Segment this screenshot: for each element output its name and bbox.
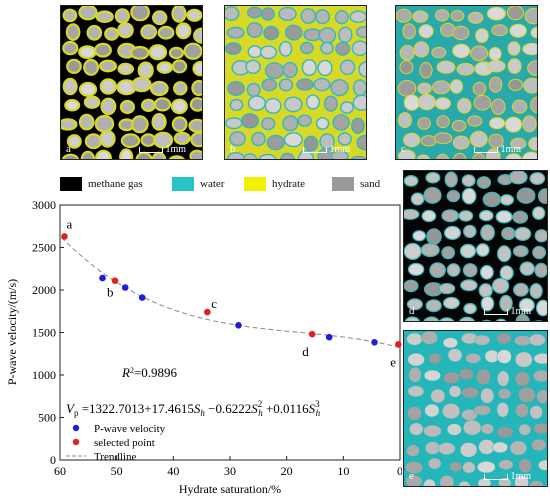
legend-label: water [200,178,225,190]
legend-sand: sand [332,177,380,191]
phase-legend: methane gas water hydrate sand [60,175,403,195]
x-tick-label: 30 [224,464,236,478]
micro-image-a: a 1mm [60,5,203,160]
point-label-b: b [107,285,114,300]
trendline [59,235,401,349]
point-label-e: e [390,354,396,369]
r2-annotation: R2=0.9896 [121,365,178,380]
chart-legend: P-wave velocity selected point Trendline [66,423,166,463]
tile-letter: c [401,143,406,155]
pwave-point [371,339,378,346]
pwave-point [235,322,242,329]
velocity-chart: 0 500 1000 1500 2000 2500 3000 60 50 40 30 20 10 0 P… [5,198,402,496]
micro-image-b: b 1mm [224,5,367,160]
grain-pattern-image [225,6,366,159]
x-tick-label: 0 [397,464,402,478]
pwave-point [325,333,333,341]
scale-bar: 1mm [303,144,350,155]
legend-marker-pwave [72,424,80,432]
tile-letter: d [409,305,415,317]
point-label-c: c [211,296,217,311]
y-tick-label: 1000 [32,368,56,382]
grain-pattern-image [61,6,202,159]
tile-letter: a [66,143,71,155]
legend-label-pwave: P-wave velocity [94,423,166,435]
legend-hydrate: hydrate [244,177,305,191]
swatch [172,177,194,191]
pwave-point [121,284,129,291]
y-tick-label: 2500 [32,241,56,255]
legend-label: sand [360,178,381,190]
x-tick-label: 60 [54,464,66,478]
micro-image-d: d 1mm [403,170,548,322]
swatch [332,177,354,191]
y-tick-label: 500 [38,411,56,425]
y-axis-label: P-wave velocity/(m/s) [5,279,19,385]
x-axis: 60 50 40 30 20 10 0 [54,456,402,478]
scale-bar: 1mm [474,144,521,155]
tile-letter: e [409,470,414,482]
trend-equation: Vp =1322.7013+17.4615Sh −0.6222S2 h +0.01… [66,399,321,418]
selected-point [395,341,402,348]
swatch [60,177,82,191]
selected-point [204,308,211,316]
tile-letter: b [230,143,236,155]
legend-label-selected: selected point [94,437,155,449]
scale-bar: 1mm [484,306,531,317]
selected-point [61,233,68,240]
selected-point [308,330,316,338]
point-labels: a b c d e [67,216,397,369]
micro-image-e: e 1mm [403,330,548,487]
point-label-d: d [302,344,309,359]
y-tick-label: 2000 [32,283,56,297]
pwave-point [99,274,106,282]
point-label-a: a [67,216,73,231]
scale-bar: 1mm [139,144,186,155]
grain-pattern-image [404,331,547,486]
grain-pattern-image [396,6,537,159]
x-tick-label: 20 [281,464,293,478]
micro-image-c: c 1mm [395,5,538,160]
data-points [61,233,402,348]
pwave-point [138,294,146,301]
x-axis-label: Hydrate saturation/% [179,482,281,496]
y-tick-label: 0 [50,453,56,467]
legend-label-trendline: Trendline [94,451,136,463]
legend-marker-selected [72,438,80,446]
legend-water: water [172,177,224,191]
x-tick-label: 10 [337,464,349,478]
x-tick-label: 40 [167,464,179,478]
swatch [244,177,266,191]
legend-methane-gas: methane gas [60,177,143,191]
legend-label: methane gas [88,178,143,190]
y-axis: 0 500 1000 1500 2000 2500 3000 [32,198,64,467]
legend-label: hydrate [272,178,305,190]
grain-pattern-image [404,171,547,321]
scale-bar: 1mm [484,471,531,482]
plot-area [59,204,401,461]
y-tick-label: 3000 [32,198,56,212]
x-tick-label: 50 [111,464,123,478]
selected-point [111,277,119,284]
y-tick-label: 1500 [32,326,56,340]
